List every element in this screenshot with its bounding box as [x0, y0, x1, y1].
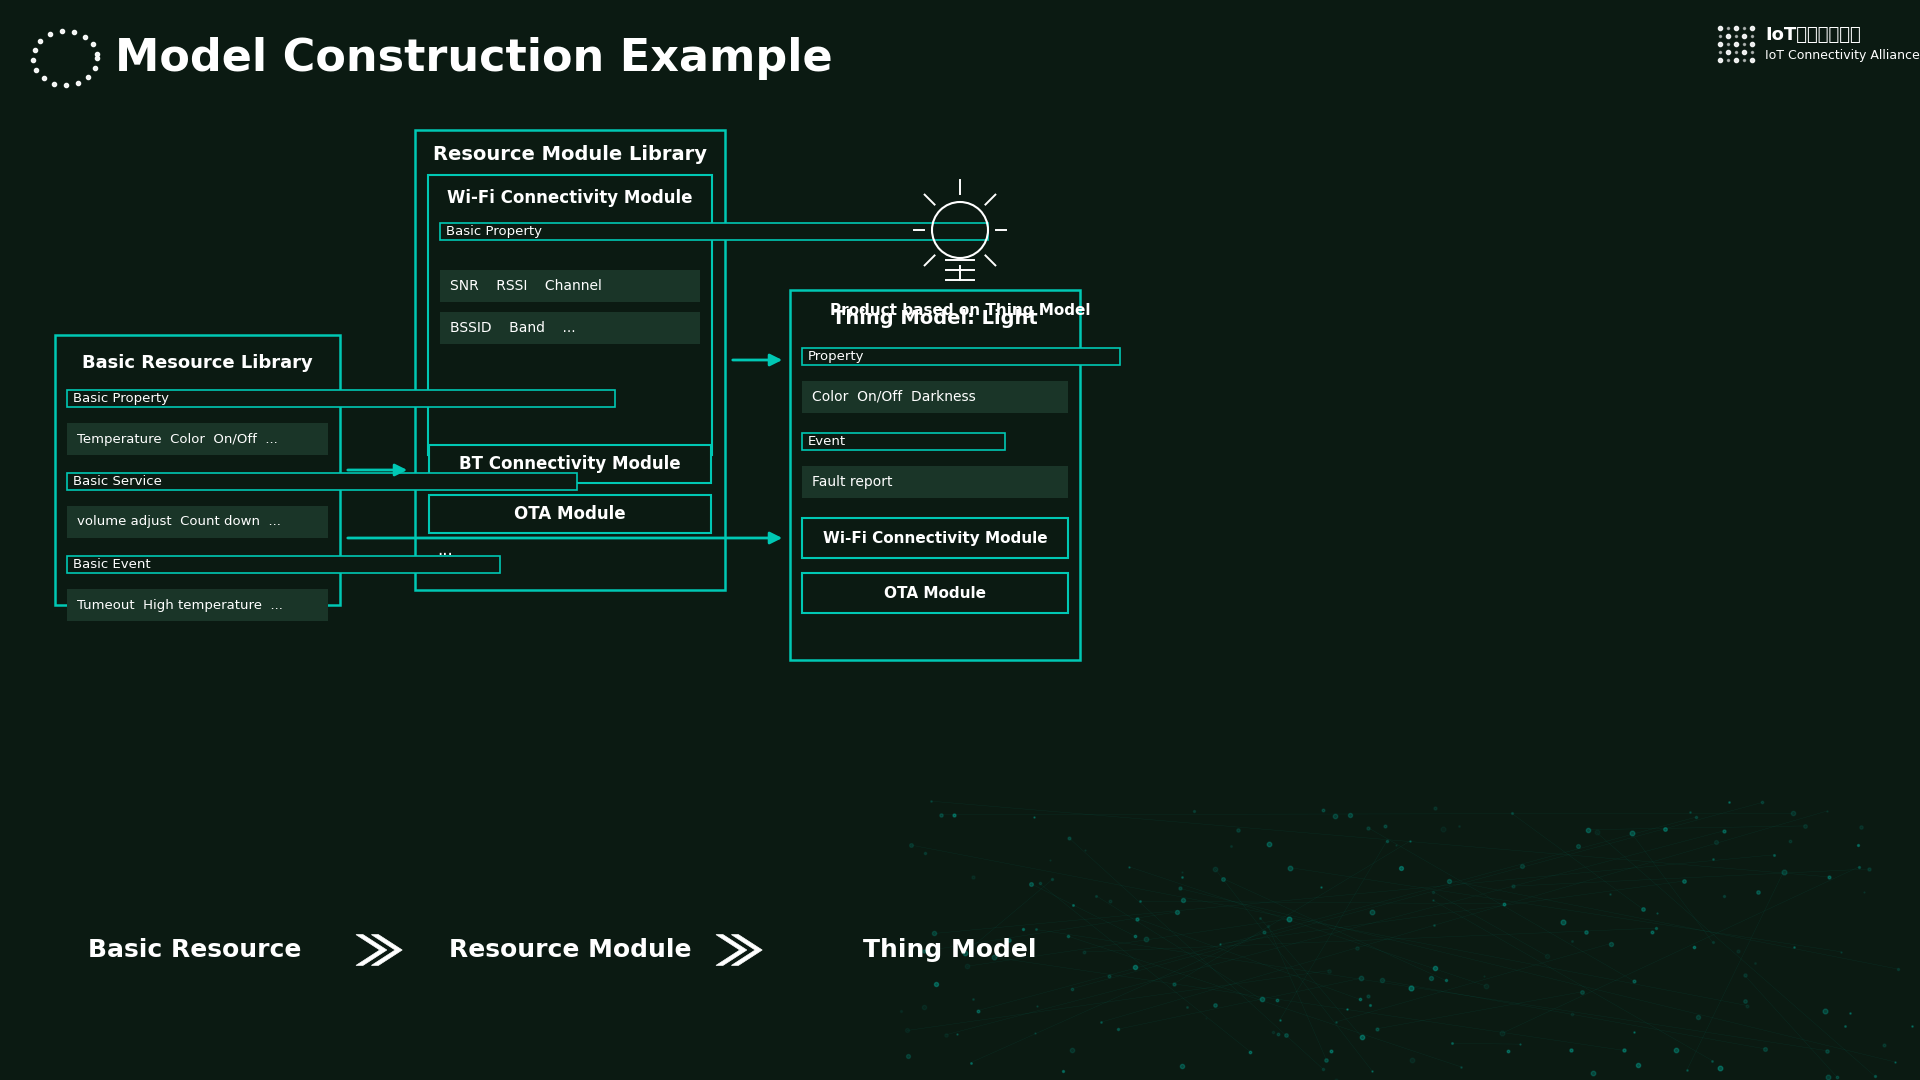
- Text: IoT Connectivity Alliance: IoT Connectivity Alliance: [1764, 49, 1920, 62]
- Text: Fault report: Fault report: [812, 475, 893, 489]
- Polygon shape: [716, 934, 747, 966]
- FancyBboxPatch shape: [789, 291, 1079, 660]
- FancyBboxPatch shape: [803, 465, 1068, 498]
- Text: Wi-Fi Connectivity Module: Wi-Fi Connectivity Module: [822, 530, 1046, 545]
- Text: Temperature  Color  On/Off  ...: Temperature Color On/Off ...: [77, 432, 278, 445]
- Text: Color  On/Off  Darkness: Color On/Off Darkness: [812, 390, 975, 404]
- Polygon shape: [371, 934, 401, 966]
- Text: Resource Module Library: Resource Module Library: [434, 146, 707, 164]
- FancyBboxPatch shape: [67, 589, 328, 621]
- FancyBboxPatch shape: [67, 423, 328, 455]
- Text: Property: Property: [808, 350, 864, 363]
- FancyBboxPatch shape: [803, 348, 1119, 365]
- Text: Basic Resource Library: Basic Resource Library: [83, 354, 313, 372]
- Text: SNR    RSSI    Channel: SNR RSSI Channel: [449, 279, 601, 293]
- Text: Basic Event: Basic Event: [73, 558, 150, 571]
- FancyBboxPatch shape: [67, 556, 499, 573]
- FancyBboxPatch shape: [440, 222, 989, 240]
- Text: ...: ...: [438, 541, 453, 559]
- Text: IoT合作伙伴计划: IoT合作伙伴计划: [1764, 26, 1860, 44]
- Text: OTA Module: OTA Module: [883, 585, 987, 600]
- Text: Basic Service: Basic Service: [73, 475, 161, 488]
- FancyBboxPatch shape: [67, 507, 328, 538]
- FancyBboxPatch shape: [428, 175, 712, 455]
- Text: Basic Property: Basic Property: [445, 225, 541, 238]
- FancyBboxPatch shape: [56, 335, 340, 605]
- Text: Thing Model: Light: Thing Model: Light: [831, 309, 1039, 327]
- FancyBboxPatch shape: [803, 433, 1006, 450]
- Text: Resource Module: Resource Module: [449, 939, 691, 962]
- FancyBboxPatch shape: [440, 270, 701, 302]
- FancyBboxPatch shape: [428, 495, 710, 534]
- FancyBboxPatch shape: [415, 130, 726, 590]
- Polygon shape: [355, 934, 386, 966]
- Text: Thing Model: Thing Model: [864, 939, 1037, 962]
- Text: BT Connectivity Module: BT Connectivity Module: [459, 455, 682, 473]
- Text: Tumeout  High temperature  ...: Tumeout High temperature ...: [77, 598, 282, 611]
- FancyBboxPatch shape: [67, 473, 576, 490]
- FancyBboxPatch shape: [440, 312, 701, 345]
- Text: Basic Property: Basic Property: [73, 392, 169, 405]
- Text: volume adjust  Count down  ...: volume adjust Count down ...: [77, 515, 280, 528]
- Text: Basic Resource: Basic Resource: [88, 939, 301, 962]
- FancyBboxPatch shape: [67, 390, 614, 407]
- FancyBboxPatch shape: [803, 518, 1068, 558]
- Polygon shape: [732, 934, 762, 966]
- Text: OTA Module: OTA Module: [515, 505, 626, 523]
- Text: Product based on Thing Model: Product based on Thing Model: [829, 302, 1091, 318]
- Text: BSSID    Band    ...: BSSID Band ...: [449, 321, 576, 335]
- Text: Wi-Fi Connectivity Module: Wi-Fi Connectivity Module: [447, 189, 693, 207]
- FancyBboxPatch shape: [803, 381, 1068, 413]
- Text: Model Construction Example: Model Construction Example: [115, 37, 833, 80]
- Text: Event: Event: [808, 435, 847, 448]
- FancyBboxPatch shape: [428, 445, 710, 483]
- FancyBboxPatch shape: [803, 573, 1068, 613]
